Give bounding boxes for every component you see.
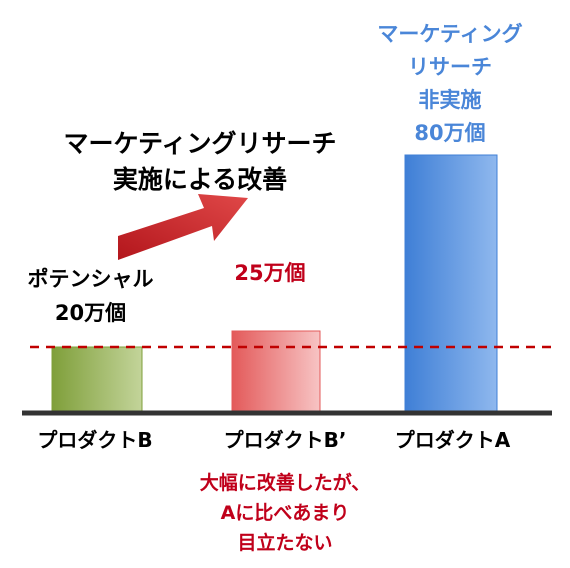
bar-b-label-line-2: 20万個 xyxy=(54,301,127,325)
x-tick-label-b2: プロダクトB’ xyxy=(223,428,347,452)
improvement-annotation: マーケティングリサーチ 実施による改善 xyxy=(50,126,350,198)
bar-a-label-line-1: マーケティング xyxy=(377,22,523,46)
bar-b2-value-label: 25万個 xyxy=(205,256,335,290)
bottom-note-line-2: Aに比べあまり xyxy=(220,502,350,524)
bar-b-value-label: ポテンシャル 20万個 xyxy=(18,262,163,330)
bar-b-label-line-1: ポテンシャル xyxy=(27,267,154,291)
bottom-note-line-3: 目立たない xyxy=(237,532,333,554)
improvement-line-1: マーケティングリサーチ xyxy=(63,129,337,158)
bar-a-label-line-2: リサーチ xyxy=(408,55,492,79)
bar-product-b-prime xyxy=(231,330,321,412)
x-tick-label-a: プロダクトA xyxy=(394,428,511,452)
bar-product-b xyxy=(51,346,143,412)
improvement-line-2: 実施による改善 xyxy=(112,165,288,194)
bottom-note: 大幅に改善したが、 Aに比べあまり 目立たない xyxy=(175,468,395,558)
bar-a-label-line-3: 非実施 xyxy=(418,88,482,112)
bar-b2-label-line-1: 25万個 xyxy=(234,261,306,285)
bar-product-a xyxy=(404,154,498,412)
bar-a-label-line-4: 80万個 xyxy=(414,121,486,145)
improvement-arrow xyxy=(118,194,248,260)
bar-a-value-label: マーケティング リサーチ 非実施 80万個 xyxy=(365,18,535,150)
bottom-note-line-1: 大幅に改善したが、 xyxy=(199,472,371,494)
x-tick-label-b: プロダクトB xyxy=(37,428,153,452)
